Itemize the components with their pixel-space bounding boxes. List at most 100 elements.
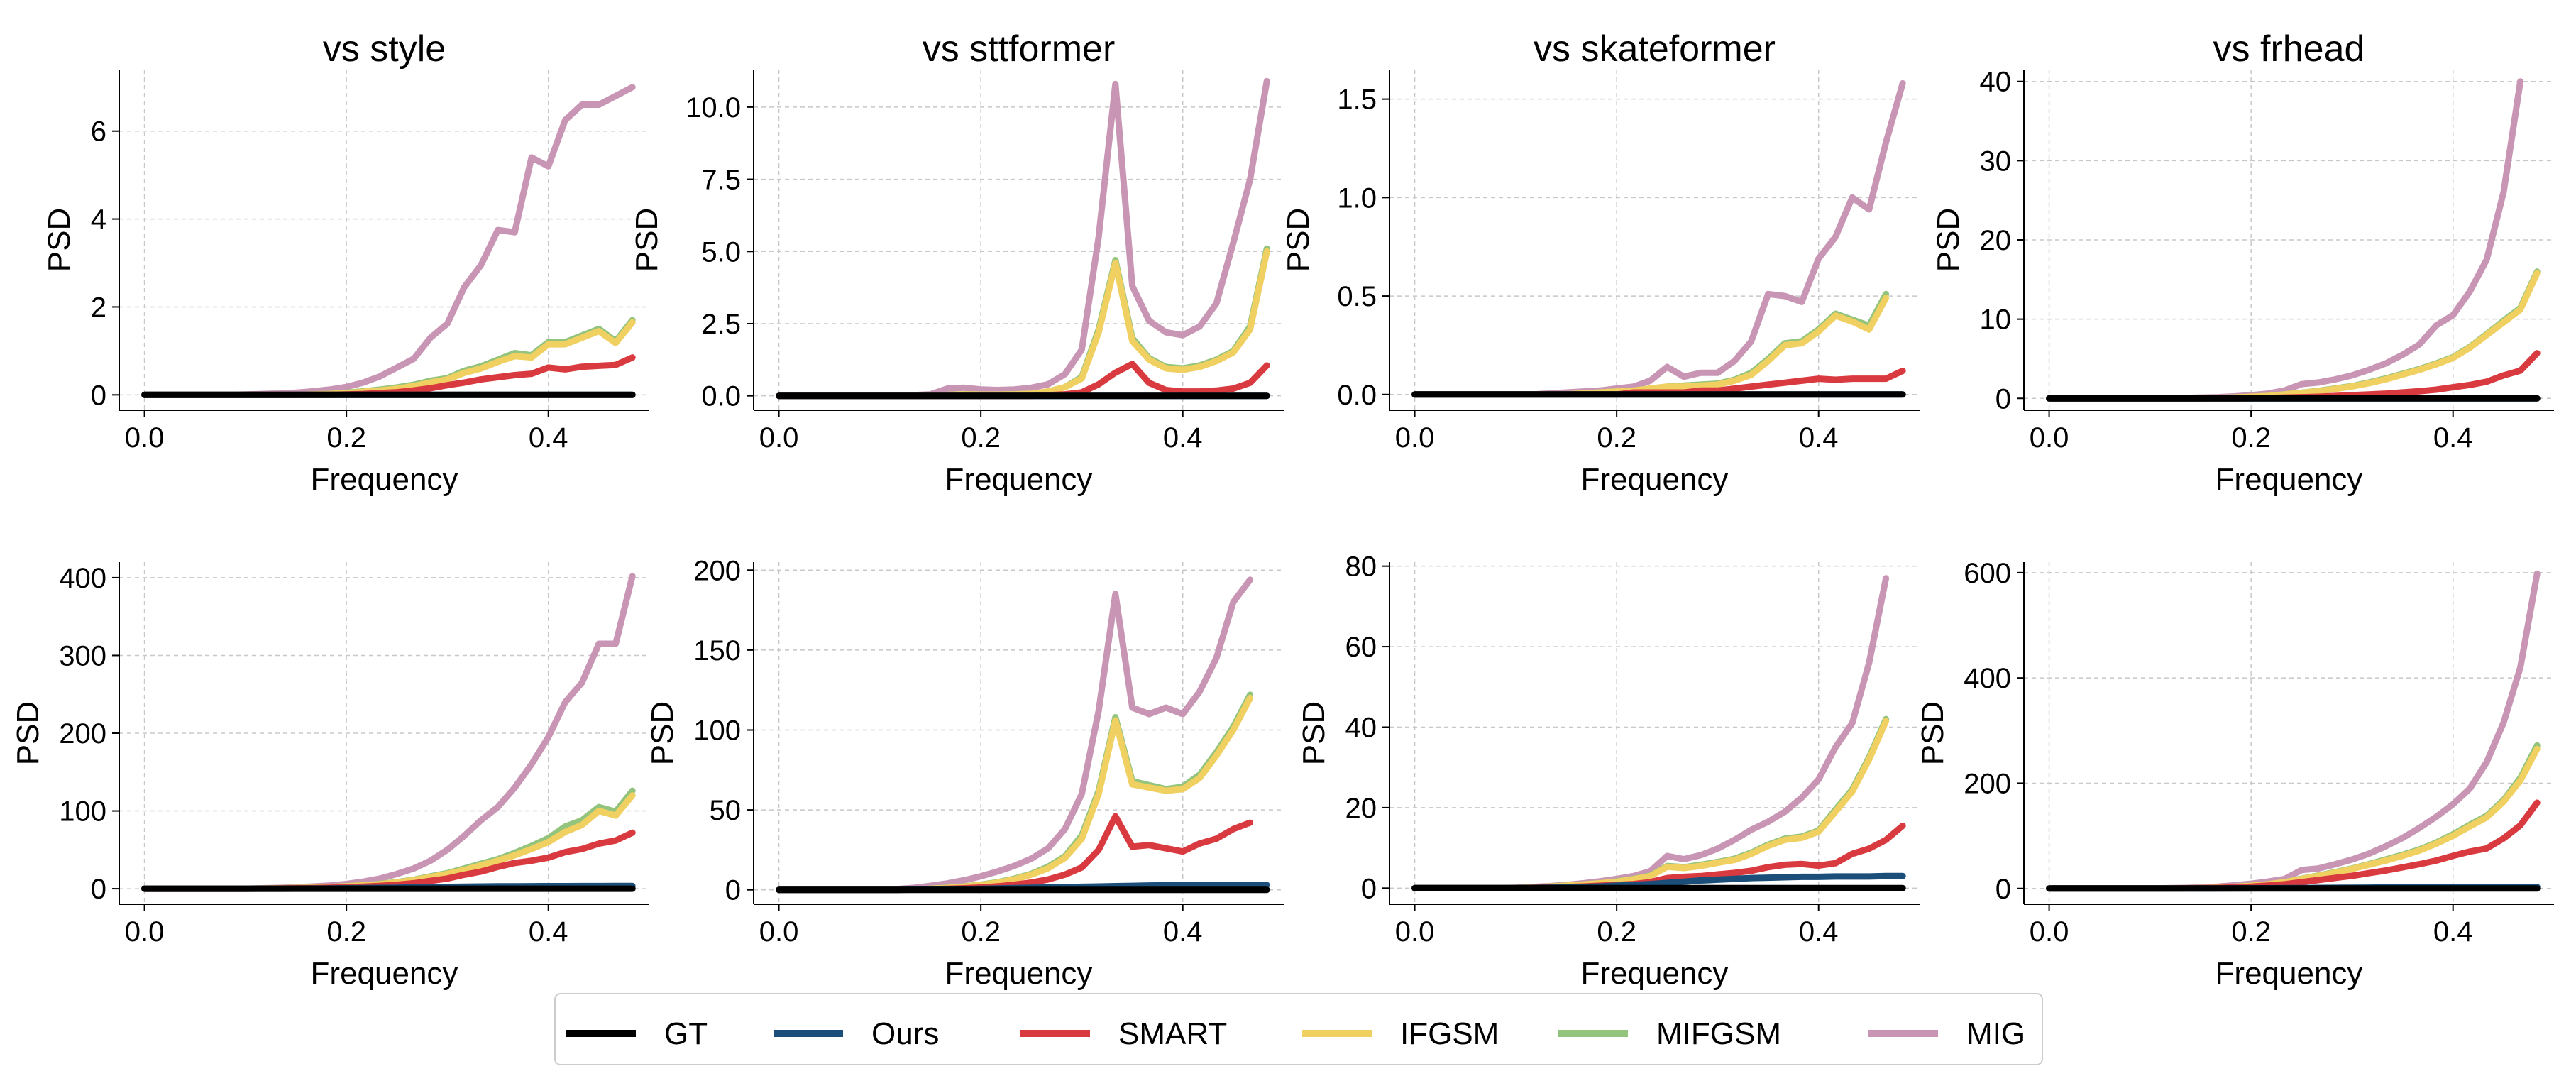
y-axis-label: PSD	[645, 701, 680, 765]
y-tick-label: 0.0	[701, 381, 741, 412]
series-line-mifgsm	[2046, 742, 2541, 892]
legend-item-ours: Ours	[774, 1016, 939, 1051]
y-tick-label: 400	[1964, 663, 2011, 694]
x-tick-label: 0.2	[2231, 916, 2271, 948]
x-tick-label: 0.2	[1597, 916, 1636, 948]
subplot-title: vs frhead	[2213, 28, 2365, 70]
y-tick-label: 300	[59, 640, 106, 671]
legend-label: Ours	[871, 1016, 939, 1051]
y-tick-label: 200	[1964, 768, 2011, 799]
y-tick-label: 200	[59, 718, 106, 750]
series-line-mifgsm	[141, 317, 636, 398]
x-axis-label: Frequency	[945, 956, 1093, 991]
y-tick-label: 0	[725, 875, 741, 906]
y-tick-label: 400	[59, 563, 106, 594]
series-line-mig	[1411, 79, 1906, 398]
series-line-mifgsm	[776, 245, 1270, 400]
y-tick-label: 0	[1996, 383, 2011, 415]
legend: GT Ours SMART IFGSM MIFGSM MIG	[554, 993, 2043, 1065]
series-line-mig	[776, 77, 1270, 400]
y-tick-label: 6	[91, 116, 106, 148]
x-tick-label: 0.0	[759, 422, 799, 454]
subplot-title: vs skateformer	[1534, 28, 1776, 70]
x-tick-label: 0.0	[1395, 916, 1435, 948]
x-tick-label: 0.4	[1799, 916, 1839, 948]
series-line-mifgsm	[2046, 268, 2541, 402]
series-line-mig	[141, 84, 636, 398]
x-tick-label: 0.0	[2030, 422, 2069, 454]
y-tick-label: 0	[1996, 874, 2011, 905]
y-tick-label: 1.0	[1337, 182, 1377, 214]
y-tick-label: 40	[1345, 712, 1377, 743]
x-axis-label: Frequency	[1581, 462, 1729, 497]
subplot-title: vs style	[323, 28, 446, 70]
x-axis-label: Frequency	[311, 956, 458, 991]
subplot-2: 0.0 0.2 0.4 0.0 2.5 5.0 7.5 10.0 Frequency PSD vs …	[629, 28, 1284, 497]
legend-item-gt: GT	[566, 1016, 708, 1051]
y-tick-label: 200	[693, 555, 741, 586]
x-axis-label: Frequency	[1581, 956, 1729, 991]
subplot-7: 0.0 0.2 0.4 0 20 40 60 80 Frequency PSD	[1297, 551, 1920, 991]
y-tick-label: 20	[1980, 225, 2012, 256]
y-tick-label: 4	[91, 204, 106, 236]
series-line-ifgsm	[2046, 745, 2541, 892]
y-tick-label: 2	[91, 292, 106, 323]
x-tick-label: 0.0	[125, 916, 165, 948]
x-tick-label: 0.0	[125, 422, 165, 454]
subplot-3: 0.0 0.2 0.4 0.0 0.5 1.0 1.5 Frequency PSD vs skat…	[1281, 28, 1920, 497]
series-line-mig	[1411, 575, 1890, 891]
legend-label: IFGSM	[1400, 1016, 1499, 1051]
legend-label: GT	[664, 1016, 708, 1051]
x-tick-label: 0.0	[759, 916, 799, 948]
x-axis-label: Frequency	[311, 462, 458, 497]
subplot-title: vs sttformer	[923, 28, 1116, 70]
y-tick-label: 60	[1345, 632, 1377, 663]
x-tick-label: 0.0	[2030, 916, 2069, 948]
y-tick-label: 0	[91, 874, 106, 905]
subplot-8: 0.0 0.2 0.4 0 200 400 600 Frequency PSD	[1915, 558, 2554, 991]
y-tick-label: 0.0	[1337, 380, 1377, 411]
x-tick-label: 0.4	[1163, 916, 1203, 948]
legend-item-mifgsm: MIFGSM	[1558, 1016, 1781, 1051]
y-tick-label: 40	[1980, 67, 2012, 98]
x-axis-label: Frequency	[2216, 956, 2363, 991]
x-axis-label: Frequency	[2216, 462, 2363, 497]
x-tick-label: 0.4	[529, 916, 568, 948]
y-tick-label: 50	[710, 795, 742, 826]
y-axis-label: PSD	[1281, 208, 1316, 272]
y-tick-label: 5.0	[701, 236, 741, 268]
x-axis-label: Frequency	[945, 462, 1093, 497]
x-tick-label: 0.2	[326, 916, 366, 948]
y-tick-label: 100	[59, 796, 106, 828]
legend-label: MIFGSM	[1656, 1016, 1781, 1051]
y-axis-label: PSD	[11, 701, 45, 765]
subplot-4: 0.0 0.2 0.4 0 10 20 30 40 Frequency PSD vs frhead	[1931, 28, 2554, 497]
y-tick-label: 0	[1361, 873, 1377, 904]
y-tick-label: 100	[693, 715, 741, 746]
legend-label: SMART	[1118, 1016, 1227, 1051]
legend-item-mig: MIG	[1868, 1016, 2025, 1051]
y-tick-label: 2.5	[701, 309, 741, 340]
series-line-mig	[776, 576, 1254, 894]
subplot-1: 0.0 0.2 0.4 0 2 4 6 Frequency PSD vs style	[42, 28, 649, 497]
y-tick-label: 30	[1980, 146, 2012, 177]
x-tick-label: 0.4	[2433, 422, 2473, 454]
series-line-ifgsm	[2046, 270, 2541, 402]
subplot-6: 0.0 0.2 0.4 0 50 100 150 200 Frequency PSD	[645, 555, 1284, 991]
x-tick-label: 0.2	[961, 422, 1001, 454]
x-tick-label: 0.2	[1597, 422, 1636, 454]
y-axis-label: PSD	[42, 208, 77, 272]
legend-item-smart: SMART	[1020, 1016, 1227, 1051]
legend-item-ifgsm: IFGSM	[1302, 1016, 1499, 1051]
y-axis-label: PSD	[1931, 208, 1966, 272]
legend-frame	[554, 993, 2043, 1065]
x-tick-label: 0.0	[1395, 422, 1435, 454]
x-tick-label: 0.4	[1163, 422, 1203, 454]
y-tick-label: 0	[91, 380, 106, 411]
series-line-ifgsm	[776, 694, 1254, 894]
series-line-ifgsm	[141, 319, 636, 398]
y-tick-label: 150	[693, 635, 741, 666]
x-tick-label: 0.4	[529, 422, 568, 454]
y-tick-label: 0.5	[1337, 281, 1377, 312]
